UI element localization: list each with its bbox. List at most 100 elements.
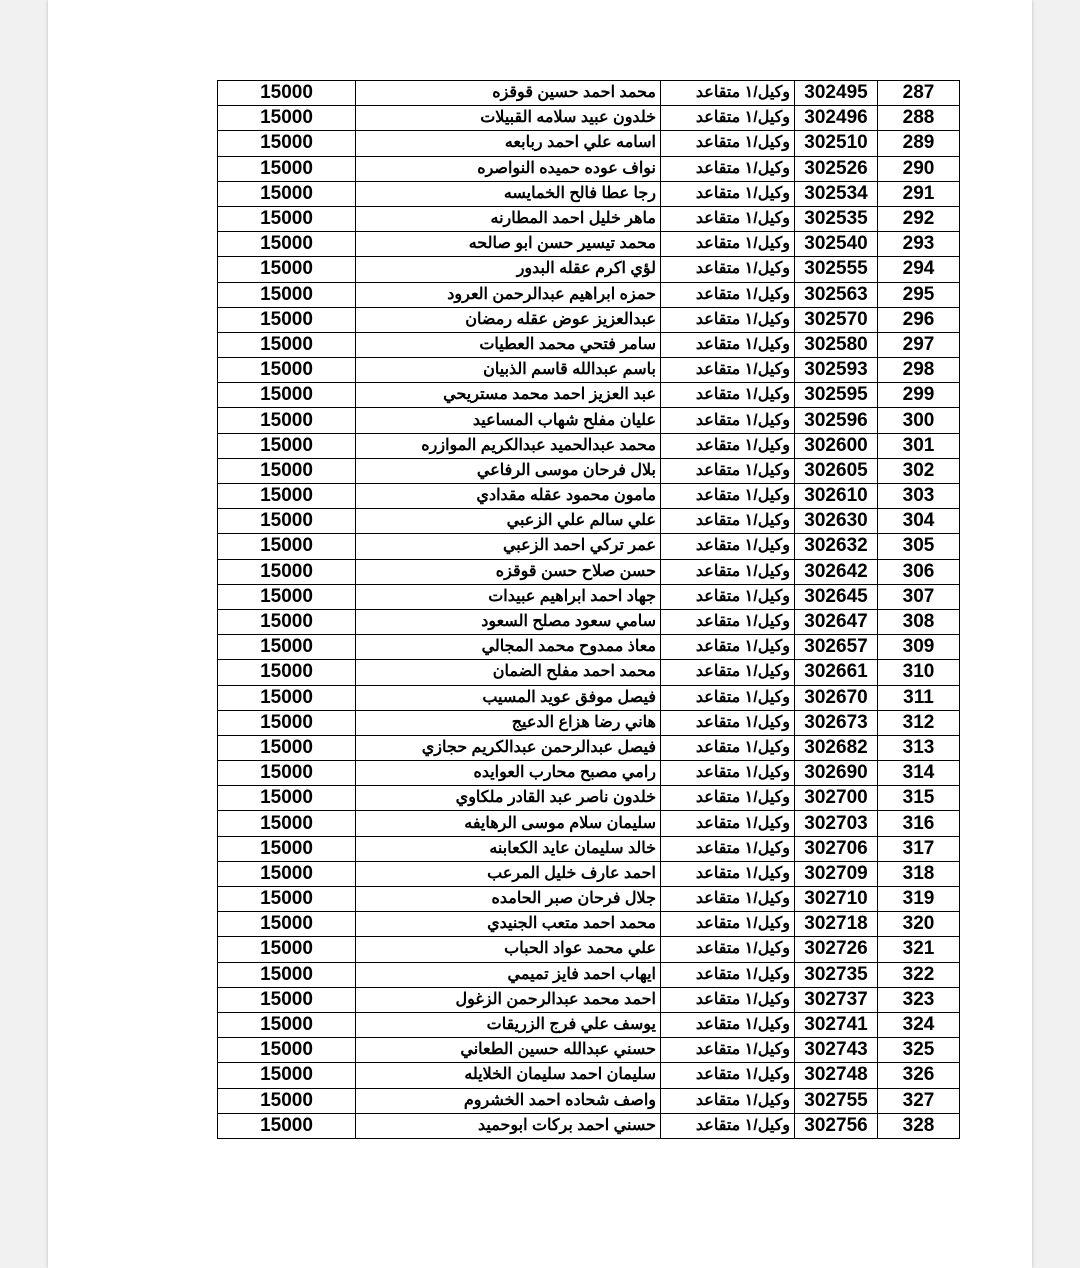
table-row: 302 302605 وكيل/١ متقاعد بلال فرحان موسى ال… — [217, 457, 960, 485]
rank-cell: وكيل/١ متقاعد — [660, 659, 795, 686]
number-cell: 302534 — [794, 180, 878, 207]
name-cell: محمد احمد حسين قوقزه — [355, 79, 661, 107]
serial-cell: 287 — [877, 79, 960, 107]
rank-cell: وكيل/١ متقاعد — [660, 936, 795, 963]
amount-cell: 15000 — [217, 986, 356, 1013]
name-cell: حمزه ابراهيم عبدالرحمن العرود — [355, 281, 661, 308]
number-cell: 302735 — [794, 961, 878, 988]
table-row: 323 302737 وكيل/١ متقاعد احمد محمد عبدالرحم… — [217, 986, 960, 1013]
serial-cell: 294 — [877, 256, 960, 283]
name-cell: فيصل عبدالرحمن عبدالكريم حجازي — [355, 734, 661, 762]
rank-cell: وكيل/١ متقاعد — [660, 533, 795, 560]
amount-cell: 15000 — [217, 558, 356, 585]
serial-cell: 319 — [877, 885, 960, 913]
name-cell: محمد عبدالحميد عبدالكريم الموازره — [355, 432, 661, 459]
name-cell: نواف عوده حميده النواصره — [355, 155, 661, 182]
rank-cell: وكيل/١ متقاعد — [660, 911, 795, 938]
table-row: 298 302593 وكيل/١ متقاعد باسم عبدالله قاسم … — [217, 357, 960, 384]
name-cell: باسم عبدالله قاسم الذبيان — [355, 357, 661, 384]
serial-cell: 325 — [877, 1037, 960, 1064]
name-cell: واصف شحاده احمد الخشروم — [355, 1087, 661, 1114]
amount-cell: 15000 — [217, 835, 356, 862]
rank-cell: وكيل/١ متقاعد — [660, 734, 795, 762]
name-cell: هاني رضا هزاع الدعيج — [355, 709, 661, 736]
rank-cell: وكيل/١ متقاعد — [660, 810, 795, 837]
serial-cell: 301 — [877, 432, 960, 459]
amount-cell: 15000 — [217, 1112, 356, 1139]
amount-cell: 15000 — [217, 130, 356, 157]
number-cell: 302610 — [794, 482, 878, 510]
number-cell: 302580 — [794, 331, 878, 359]
serial-cell: 312 — [877, 709, 960, 736]
serial-cell: 318 — [877, 860, 960, 888]
number-cell: 302670 — [794, 684, 878, 711]
table-row: 296 302570 وكيل/١ متقاعد عبدالعزيز عوض عقله… — [217, 306, 960, 333]
serial-cell: 321 — [877, 936, 960, 963]
number-cell: 302593 — [794, 357, 878, 384]
amount-cell: 15000 — [217, 785, 356, 812]
number-cell: 302605 — [794, 457, 878, 485]
name-cell: سليمان احمد سليمان الخلايله — [355, 1062, 661, 1089]
name-cell: محمد احمد مفلح الضمان — [355, 659, 661, 686]
amount-cell: 15000 — [217, 205, 356, 233]
number-cell: 302540 — [794, 231, 878, 258]
rank-cell: وكيل/١ متقاعد — [660, 155, 795, 182]
name-cell: سامر فتحي محمد العطيات — [355, 331, 661, 359]
rank-cell: وكيل/١ متقاعد — [660, 885, 795, 913]
name-cell: عبدالعزيز عوض عقله رمضان — [355, 306, 661, 333]
name-cell: ماهر خليل احمد المطارنه — [355, 205, 661, 233]
amount-cell: 15000 — [217, 79, 356, 107]
amount-cell: 15000 — [217, 583, 356, 610]
table-row: 297 302580 وكيل/١ متقاعد سامر فتحي محمد الع… — [217, 331, 960, 359]
number-cell: 302741 — [794, 1011, 878, 1039]
table-row: 293 302540 وكيل/١ متقاعد محمد تيسير حسن ابو… — [217, 231, 960, 258]
table-body: 287 302495 وكيل/١ متقاعد محمد احمد حسين قوق… — [217, 79, 960, 1139]
table-row: 321 302726 وكيل/١ متقاعد علي محمد عواد الحب… — [217, 936, 960, 963]
amount-cell: 15000 — [217, 608, 356, 636]
number-cell: 302496 — [794, 105, 878, 132]
amount-cell: 15000 — [217, 155, 356, 182]
rank-cell: وكيل/١ متقاعد — [660, 130, 795, 157]
name-cell: احمد محمد عبدالرحمن الزغول — [355, 986, 661, 1013]
table-row: 309 302657 وكيل/١ متقاعد معاذ ممدوح محمد ال… — [217, 634, 960, 661]
serial-cell: 299 — [877, 382, 960, 409]
table-row: 314 302690 وكيل/١ متقاعد رامي مصبح محارب ال… — [217, 760, 960, 787]
serial-cell: 289 — [877, 130, 960, 157]
rank-cell: وكيل/١ متقاعد — [660, 785, 795, 812]
table-row: 307 302645 وكيل/١ متقاعد جهاد احمد ابراهيم … — [217, 583, 960, 610]
serial-cell: 324 — [877, 1011, 960, 1039]
serial-cell: 327 — [877, 1087, 960, 1114]
number-cell: 302709 — [794, 860, 878, 888]
rank-cell: وكيل/١ متقاعد — [660, 684, 795, 711]
number-cell: 302526 — [794, 155, 878, 182]
table-row: 313 302682 وكيل/١ متقاعد فيصل عبدالرحمن عبد… — [217, 734, 960, 762]
table-row: 300 302596 وكيل/١ متقاعد عليان مفلح شهاب ال… — [217, 407, 960, 434]
amount-cell: 15000 — [217, 860, 356, 888]
rank-cell: وكيل/١ متقاعد — [660, 256, 795, 283]
serial-cell: 316 — [877, 810, 960, 837]
table-row: 295 302563 وكيل/١ متقاعد حمزه ابراهيم عبدال… — [217, 281, 960, 308]
name-cell: رجا عطا فالح الخمايسه — [355, 180, 661, 207]
amount-cell: 15000 — [217, 1037, 356, 1064]
table-row: 292 302535 وكيل/١ متقاعد ماهر خليل احمد الم… — [217, 205, 960, 233]
rank-cell: وكيل/١ متقاعد — [660, 79, 795, 107]
amount-cell: 15000 — [217, 533, 356, 560]
number-cell: 302755 — [794, 1087, 878, 1114]
amount-cell: 15000 — [217, 911, 356, 938]
rank-cell: وكيل/١ متقاعد — [660, 180, 795, 207]
rank-cell: وكيل/١ متقاعد — [660, 709, 795, 736]
serial-cell: 322 — [877, 961, 960, 988]
amount-cell: 15000 — [217, 482, 356, 510]
table-row: 304 302630 وكيل/١ متقاعد علي سالم علي الزعب… — [217, 508, 960, 535]
name-cell: عليان مفلح شهاب المساعيد — [355, 407, 661, 434]
rank-cell: وكيل/١ متقاعد — [660, 558, 795, 585]
name-cell: محمد احمد متعب الجنيدي — [355, 911, 661, 938]
serial-cell: 298 — [877, 357, 960, 384]
name-cell: بلال فرحان موسى الرفاعي — [355, 457, 661, 485]
serial-cell: 295 — [877, 281, 960, 308]
serial-cell: 326 — [877, 1062, 960, 1089]
rank-cell: وكيل/١ متقاعد — [660, 760, 795, 787]
table-row: 311 302670 وكيل/١ متقاعد فيصل موفق عويد الم… — [217, 684, 960, 711]
amount-cell: 15000 — [217, 659, 356, 686]
table-row: 326 302748 وكيل/١ متقاعد سليمان احمد سليمان… — [217, 1062, 960, 1089]
